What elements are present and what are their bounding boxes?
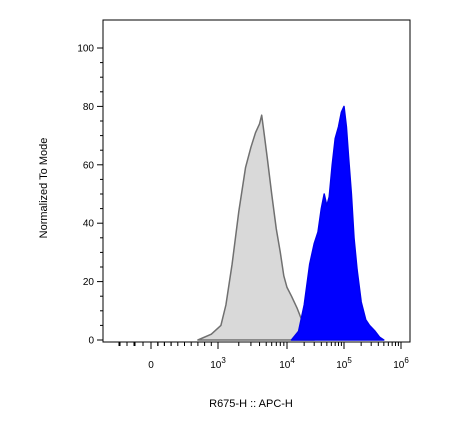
y-axis-title: Normalized To Mode xyxy=(38,138,50,239)
x-axis: 0 103 104 105 106 xyxy=(118,342,409,371)
histogram-series-2 xyxy=(290,105,385,341)
histogram-series-1 xyxy=(197,114,315,341)
series-layer xyxy=(197,105,385,341)
y-tick-label: 60 xyxy=(83,160,95,171)
x-tick-label: 104 xyxy=(279,356,295,371)
x-tick-label: 103 xyxy=(210,356,226,371)
plot-frame xyxy=(102,19,411,343)
y-tick-label: 0 xyxy=(88,336,94,347)
y-tick-label: 80 xyxy=(83,102,95,113)
y-tick-label: 40 xyxy=(83,219,95,230)
y-tick-label: 20 xyxy=(83,277,95,288)
x-tick-label: 105 xyxy=(336,356,352,371)
x-axis-title: R675-H :: APC-H xyxy=(209,398,293,410)
x-tick-label: 106 xyxy=(393,356,409,371)
y-tick-label: 100 xyxy=(77,44,94,55)
x-tick-label: 0 xyxy=(148,360,154,371)
y-axis: 0 20 40 60 80 100 xyxy=(77,44,103,347)
